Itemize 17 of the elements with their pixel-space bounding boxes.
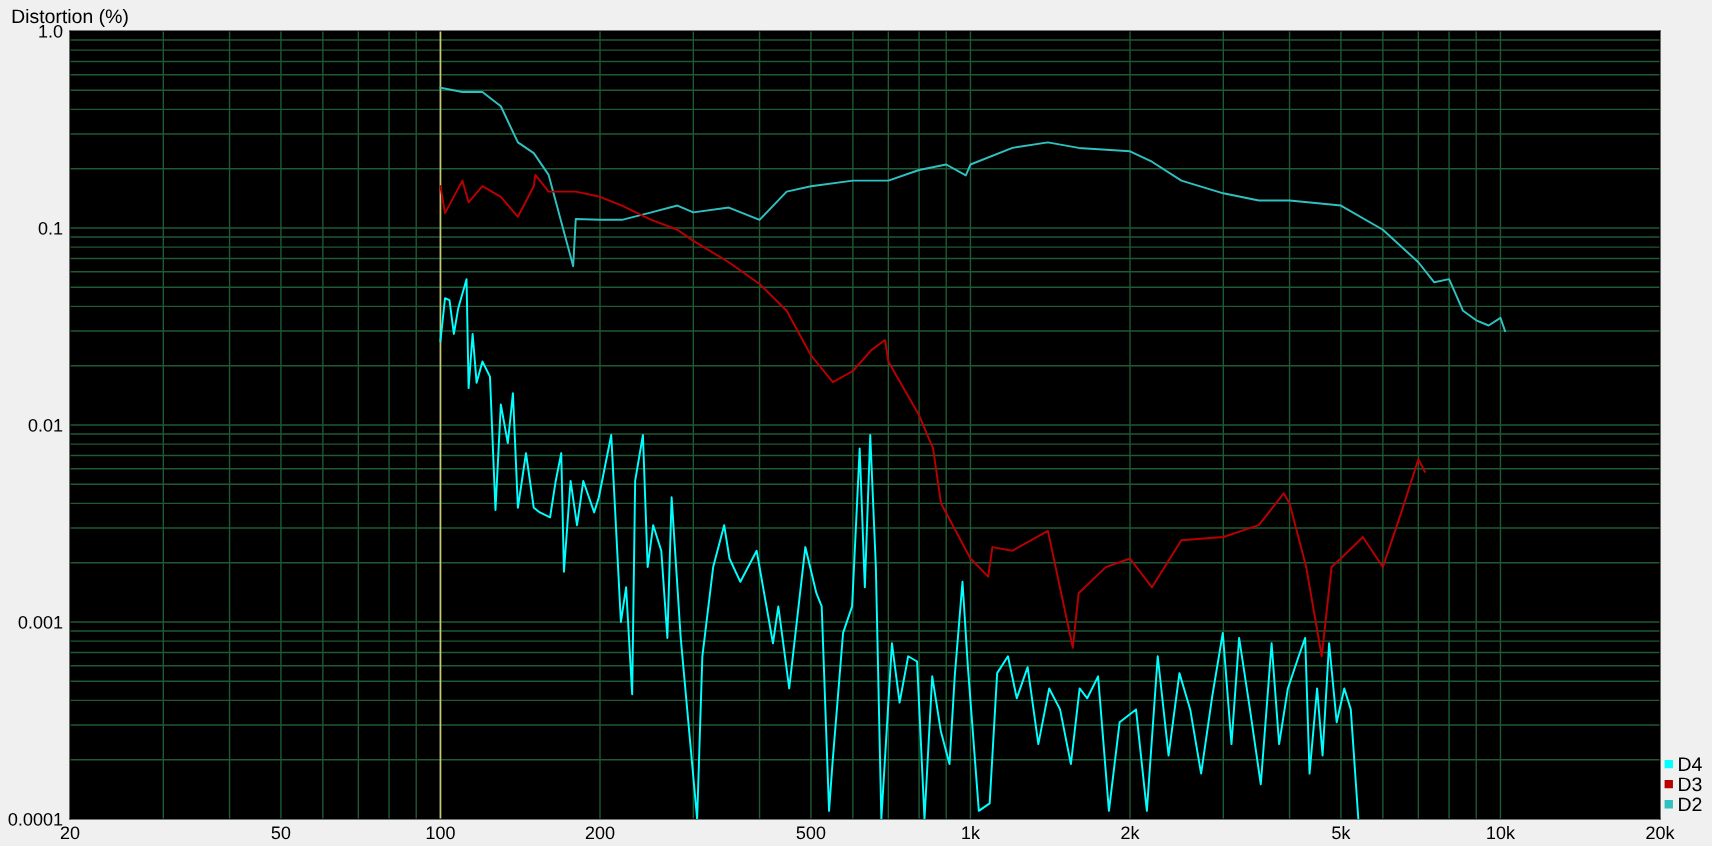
x-tick-label: 20 [60,826,80,840]
y-tick-label: 0.001 [18,615,63,629]
y-tick-label: 0.01 [28,418,63,432]
y-tick-label: 0.1 [38,221,63,235]
x-tick-label: 1k [962,825,981,840]
y-tick-label: 0.0001 [8,812,63,826]
legend-label: D2 [1679,797,1702,812]
x-tick-label: 200 [585,826,615,840]
x-tick-label: 2k [1121,825,1140,840]
legend-label: D3 [1679,777,1702,792]
x-tick-label: 100 [426,826,455,840]
x-tick-label: 500 [796,826,826,840]
x-tick-label: 5k [1332,825,1351,840]
x-tick-label: 10k [1487,825,1516,840]
legend-label: D4 [1679,757,1702,771]
x-tick-label: 20k [1646,825,1675,840]
x-tick-label: 50 [271,826,291,840]
